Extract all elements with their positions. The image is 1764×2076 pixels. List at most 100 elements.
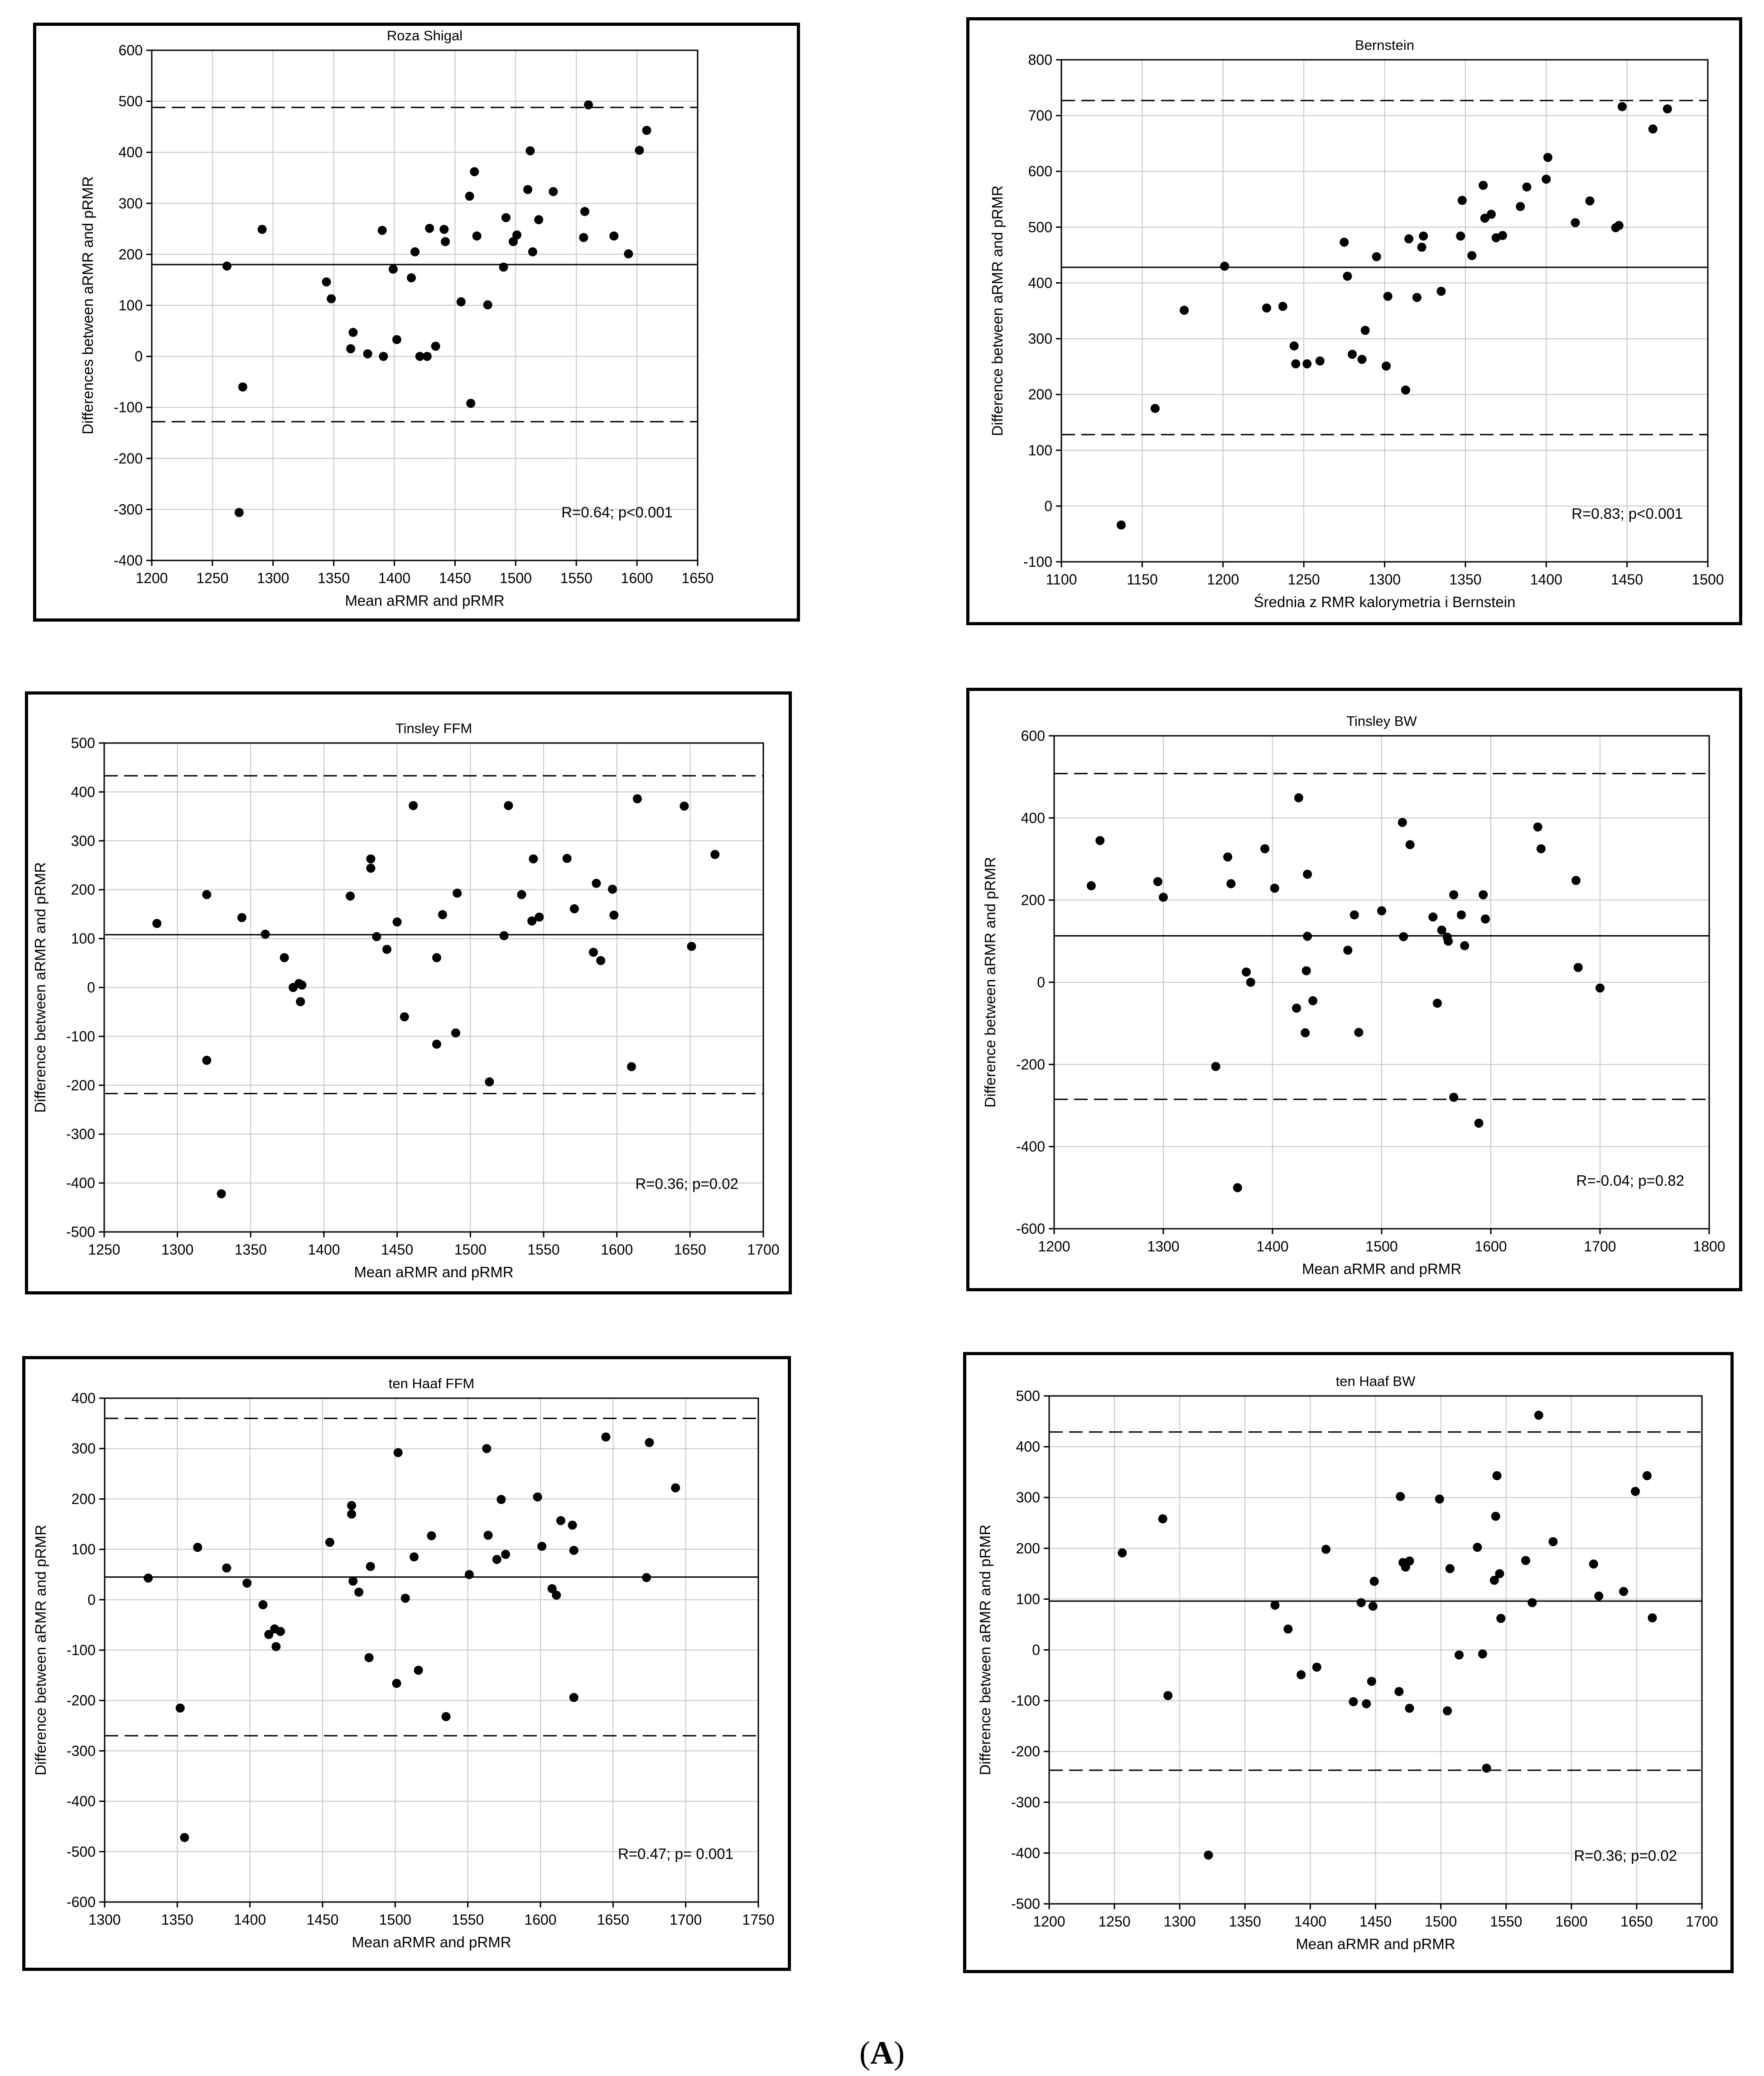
data-point <box>470 167 479 176</box>
data-point <box>632 794 642 804</box>
data-point <box>410 247 420 256</box>
x-tick-label: 1100 <box>1046 571 1077 588</box>
data-point <box>431 342 440 351</box>
data-point <box>388 265 398 274</box>
y-tick-label: -200 <box>114 450 143 467</box>
x-tick-label: 1500 <box>500 570 532 586</box>
data-point <box>549 187 558 196</box>
data-point <box>499 262 508 272</box>
x-tick-label: 1650 <box>597 1912 629 1928</box>
x-tick-label: 1250 <box>88 1241 120 1258</box>
x-tick-label: 1400 <box>378 570 410 586</box>
data-point <box>1479 890 1488 899</box>
x-tick-label: 1400 <box>308 1241 340 1258</box>
data-point <box>258 1600 268 1609</box>
data-point <box>517 890 526 899</box>
data-point <box>552 1590 561 1600</box>
y-tick-label: -200 <box>1011 1743 1040 1760</box>
x-tick-label: 1550 <box>527 1241 559 1258</box>
data-point <box>1419 232 1428 241</box>
data-point <box>222 1563 231 1573</box>
data-point <box>379 352 388 361</box>
data-point <box>1522 182 1532 192</box>
y-tick-label: 100 <box>71 931 95 947</box>
data-point <box>1354 1028 1364 1037</box>
data-point <box>512 230 522 240</box>
x-tick-label: 1200 <box>135 570 168 586</box>
y-tick-label: 0 <box>87 1592 96 1608</box>
y-tick-label: -300 <box>67 1743 96 1759</box>
y-axis-label: Difference between aRMR and pRMR <box>982 857 998 1107</box>
chart-panel-tinsley-ffm: 1250 1300 1350 1400 1450 1500 1550 1600 1650 1700… <box>25 691 792 1294</box>
data-point <box>427 1531 436 1540</box>
data-point <box>1594 1591 1604 1601</box>
data-point <box>607 884 617 894</box>
x-tick-label: 1300 <box>161 1241 193 1258</box>
y-tick-label: -300 <box>1011 1794 1040 1810</box>
data-point <box>1356 1598 1366 1608</box>
data-point <box>1486 210 1496 219</box>
data-point <box>392 917 402 927</box>
data-point <box>1435 1494 1444 1504</box>
y-tick-label: 200 <box>71 882 95 898</box>
data-point <box>1348 350 1357 359</box>
data-point <box>499 931 509 941</box>
figure-caption: (A) <box>0 2034 1764 2072</box>
data-point <box>533 1492 542 1501</box>
data-point <box>1362 1699 1371 1709</box>
chart-panel-tinsley-bw: 1200 1300 1400 1500 1600 1700 1800 -600 -400 -200… <box>966 688 1742 1291</box>
x-axis-label: Mean aRMR and pRMR <box>1296 1936 1455 1952</box>
data-point <box>347 1501 357 1510</box>
chart-panel-roza-shigal: 1200 1250 1300 1350 1400 1450 1500 1550 1600 1650… <box>33 23 800 622</box>
x-tick-label: 1350 <box>1449 571 1481 588</box>
data-point <box>635 145 644 155</box>
data-point <box>1571 876 1581 885</box>
caption-open-paren: ( <box>859 2035 870 2071</box>
data-point <box>1437 925 1446 935</box>
data-point <box>1457 196 1467 205</box>
x-tick-label: 1600 <box>621 570 653 586</box>
y-tick-label: -500 <box>1011 1896 1040 1912</box>
y-tick-label: 400 <box>72 1390 96 1406</box>
data-point <box>642 126 651 135</box>
data-point <box>483 300 492 309</box>
x-tick-label: 1500 <box>379 1912 411 1928</box>
data-point <box>1474 1118 1484 1128</box>
x-tick-label: 1400 <box>1530 571 1562 588</box>
x-tick-label: 1300 <box>88 1912 120 1928</box>
data-point <box>1399 932 1408 941</box>
x-axis-label: Mean aRMR and pRMR <box>354 1264 513 1280</box>
x-tick-label: 1450 <box>439 570 471 586</box>
y-tick-label: 400 <box>71 784 95 800</box>
data-point <box>1343 271 1352 281</box>
data-point <box>354 1588 364 1597</box>
data-point <box>441 237 450 246</box>
data-point <box>1292 1004 1301 1013</box>
chart-title: ten Haaf BW <box>1336 1373 1416 1389</box>
data-point <box>1294 793 1303 802</box>
x-axis-label: Mean aRMR and pRMR <box>352 1934 511 1950</box>
data-point <box>348 1576 358 1586</box>
data-point <box>584 100 593 110</box>
chart-panel-bernstein: 1100 1150 1200 1250 1300 1350 1400 1450 1500 -100… <box>966 17 1742 625</box>
x-tick-label: 1400 <box>1294 1913 1326 1930</box>
data-point <box>569 1693 578 1702</box>
data-point <box>1456 232 1465 241</box>
data-point <box>1436 286 1446 296</box>
y-tick-label: -100 <box>1011 1693 1040 1709</box>
data-point <box>407 273 416 283</box>
chart-title: Roza Shigal <box>387 28 463 43</box>
data-point <box>1321 1545 1330 1554</box>
chart-ten-haaf-ffm: 1300 1350 1400 1450 1500 1550 1600 1650 1700 1750… <box>32 1376 775 1950</box>
data-point <box>528 247 537 256</box>
y-tick-label: 0 <box>87 980 95 996</box>
y-tick-label: 300 <box>1016 1489 1040 1506</box>
data-point <box>453 888 462 898</box>
data-point <box>1350 910 1359 920</box>
data-point <box>152 919 162 928</box>
data-point <box>1543 153 1552 162</box>
data-point <box>1278 302 1287 311</box>
y-tick-label: -400 <box>67 1793 96 1810</box>
x-tick-label: 1800 <box>1693 1238 1725 1255</box>
data-point <box>529 854 538 864</box>
